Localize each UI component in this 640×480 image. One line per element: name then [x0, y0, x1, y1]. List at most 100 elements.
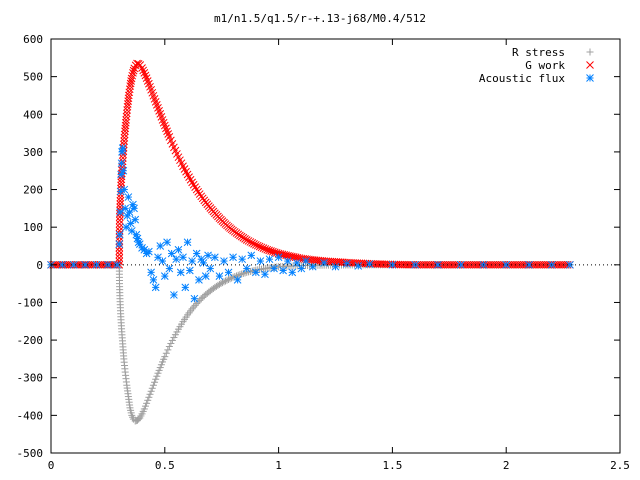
y-tick-label: 100 [23, 221, 43, 234]
data-point-cross [115, 250, 124, 259]
data-point-star [151, 283, 160, 292]
data-point-star [81, 260, 89, 269]
data-point-cross [115, 243, 124, 252]
data-point-star [124, 193, 133, 201]
data-point-plus [226, 275, 234, 283]
data-point-star [118, 144, 127, 152]
data-point-plus [217, 280, 225, 288]
data-point-cross [115, 216, 124, 225]
data-point-cross [138, 64, 146, 72]
data-point-cross [128, 71, 137, 80]
data-point-star [274, 253, 283, 262]
data-point-star [297, 264, 306, 273]
data-point-cross [250, 240, 258, 248]
data-point-star [331, 262, 340, 271]
data-point-cross [124, 91, 133, 100]
data-point-plus [221, 277, 229, 285]
data-point-cross [143, 77, 152, 85]
data-point-star [172, 255, 181, 264]
data-point-cross [123, 106, 131, 114]
data-point-plus [239, 269, 247, 277]
data-point-star [308, 262, 317, 271]
data-point-plus [238, 270, 246, 278]
data-point-cross [129, 66, 138, 75]
legend-label: R stress [512, 46, 565, 59]
data-point-star [195, 276, 203, 284]
data-point-star [127, 227, 136, 235]
data-point-plus [165, 342, 173, 350]
legend-label: G work [525, 59, 565, 72]
x-tick-label: 2.5 [610, 459, 630, 472]
data-point-star [115, 230, 124, 239]
data-point-star [188, 257, 196, 265]
data-point-star [121, 204, 130, 213]
data-point-cross [127, 74, 136, 83]
data-point-star [456, 260, 465, 269]
data-point-plus [167, 339, 175, 347]
data-point-plus [144, 396, 152, 404]
x-tick-label: 0 [48, 459, 55, 472]
data-point-cross [129, 69, 137, 77]
legend-marker-plus [586, 48, 594, 56]
data-point-star [116, 208, 125, 216]
data-point-star [170, 291, 178, 299]
series-r-stress [47, 261, 574, 425]
data-point-star [115, 240, 124, 248]
data-point-plus [147, 387, 155, 395]
series-acoustic-flux [47, 144, 574, 303]
data-point-cross [116, 196, 125, 205]
data-point-star [149, 276, 158, 284]
data-point-star [123, 212, 132, 220]
data-point-plus [188, 305, 196, 313]
x-tick-label: 2 [503, 459, 510, 472]
data-point-plus [218, 279, 226, 287]
data-point-cross [122, 112, 131, 121]
data-point-star [224, 268, 233, 277]
data-point-star [131, 215, 140, 224]
data-point-star [279, 266, 288, 275]
data-point-plus [191, 301, 199, 309]
y-tick-label: -500 [17, 447, 44, 460]
data-point-star [176, 268, 185, 277]
data-point-star [119, 166, 128, 175]
x-tick-label: 1 [275, 459, 282, 472]
data-point-cross [115, 254, 124, 262]
data-point-plus [143, 399, 151, 407]
data-point-star [229, 253, 237, 262]
data-point-cross [253, 241, 262, 250]
data-point-cross [140, 69, 149, 77]
data-point-cross [122, 109, 131, 118]
data-point-cross [189, 180, 198, 189]
x-tick-label: 0.5 [155, 459, 175, 472]
data-point-star [154, 253, 162, 262]
data-point-plus [151, 378, 159, 386]
data-point-star [261, 270, 269, 279]
data-point-cross [115, 223, 124, 232]
data-point-cross [117, 181, 125, 190]
data-point-plus [146, 390, 154, 398]
data-point-cross [244, 237, 253, 245]
y-tick-label: -200 [17, 334, 44, 347]
data-point-star [320, 259, 328, 267]
data-point-star [125, 208, 134, 216]
y-tick-label: -100 [17, 296, 44, 309]
data-point-star [283, 257, 292, 265]
data-point-star [292, 259, 301, 267]
data-point-star [117, 159, 126, 168]
data-point-cross [121, 118, 130, 127]
data-point-star [251, 268, 260, 277]
data-point-star [211, 253, 219, 262]
data-point-cross [160, 121, 169, 130]
data-point-plus [196, 296, 204, 304]
data-point-cross [188, 178, 196, 187]
data-point-cross [139, 66, 148, 75]
data-point-cross [159, 118, 168, 127]
legend-marker-cross [586, 61, 594, 69]
data-point-star [204, 251, 212, 260]
data-point-cross [164, 130, 173, 138]
data-point-plus [164, 346, 172, 354]
y-tick-label: -400 [17, 409, 44, 422]
data-point-cross [246, 238, 255, 246]
data-point-star [183, 238, 192, 247]
